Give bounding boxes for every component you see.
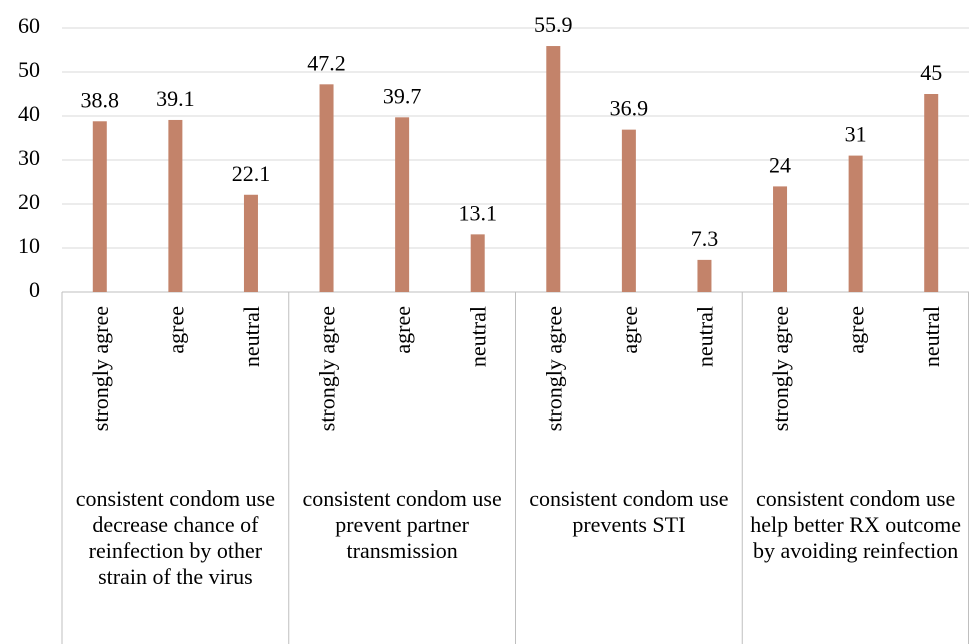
x-tick-label: strongly agree [88, 306, 113, 431]
y-tick-label: 30 [18, 145, 40, 170]
x-tick-label: strongly agree [768, 306, 793, 431]
bar [243, 194, 258, 292]
y-tick-label: 60 [18, 13, 40, 38]
bar [546, 46, 561, 292]
value-label: 22.1 [232, 161, 271, 186]
bar [395, 117, 410, 292]
y-tick-label: 20 [18, 189, 40, 214]
value-label: 45 [920, 60, 942, 85]
bar [470, 234, 485, 292]
bar [924, 94, 939, 292]
value-label: 39.7 [383, 83, 422, 108]
value-label: 13.1 [458, 200, 497, 225]
group-label: consistent condom use help better RX out… [750, 486, 962, 563]
value-label: 7.3 [691, 226, 719, 251]
bar [848, 155, 863, 292]
x-tick-label: agree [844, 306, 869, 354]
value-label: 47.2 [307, 50, 346, 75]
x-tick-label: neutral [466, 306, 491, 367]
bar [773, 186, 788, 292]
value-label: 31 [845, 122, 867, 147]
x-tick-label: neutral [919, 306, 944, 367]
x-tick-label: neutral [239, 306, 264, 367]
bar [319, 84, 334, 292]
x-tick-label: strongly agree [541, 306, 566, 431]
group-label-box: consistent condom use decrease chance of… [75, 486, 275, 589]
x-tick-label: strongly agree [315, 306, 340, 431]
y-tick-label: 40 [18, 101, 40, 126]
x-tick-label: agree [390, 306, 415, 354]
value-label: 24 [769, 152, 791, 177]
group-label-box: consistent condom use help better RX out… [750, 486, 962, 563]
x-tick-label: agree [163, 306, 188, 354]
x-tick-label: agree [617, 306, 642, 354]
y-tick-label: 50 [18, 57, 40, 82]
group-label-box: consistent condom use prevent partner tr… [302, 486, 502, 563]
bar [92, 121, 107, 292]
group-label: consistent condom use prevents STI [529, 486, 729, 537]
value-label: 38.8 [81, 87, 120, 112]
group-label: consistent condom use prevent partner tr… [302, 486, 502, 563]
bar [621, 129, 636, 292]
y-tick-label: 0 [29, 277, 40, 302]
bar [168, 119, 183, 293]
group-label-box: consistent condom use prevents STI [529, 486, 729, 537]
value-label: 55.9 [534, 12, 573, 37]
x-tick-label: neutral [692, 306, 717, 367]
group-label: consistent condom use decrease chance of… [75, 486, 275, 589]
value-label: 36.9 [610, 96, 649, 121]
bar [697, 259, 712, 292]
y-tick-label: 10 [18, 233, 40, 258]
value-label: 39.1 [156, 86, 195, 111]
